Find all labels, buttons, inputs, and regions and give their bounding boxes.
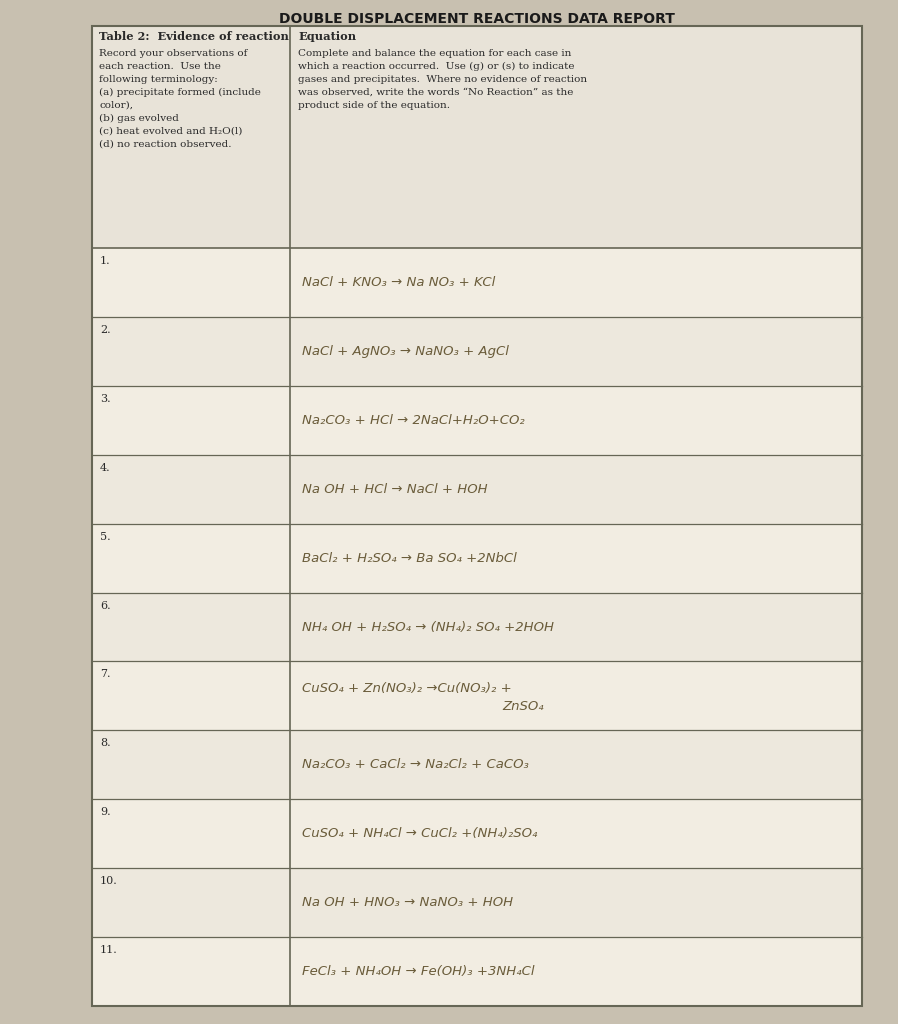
Text: BaCl₂ + H₂SO₄ → Ba SO₄ +2NbCl: BaCl₂ + H₂SO₄ → Ba SO₄ +2NbCl [302,552,516,564]
Text: CuSO₄ + Zn(NO₃)₂ →Cu(NO₃)₂ +: CuSO₄ + Zn(NO₃)₂ →Cu(NO₃)₂ + [302,682,512,695]
Text: Table 2:  Evidence of reaction: Table 2: Evidence of reaction [99,31,289,42]
Text: 10.: 10. [100,877,118,886]
Bar [92,455,862,523]
Text: Na₂CO₃ + CaCl₂ → Na₂Cl₂ + CaCO₃: Na₂CO₃ + CaCl₂ → Na₂Cl₂ + CaCO₃ [302,759,529,771]
Bar [92,386,862,455]
Text: Na OH + HNO₃ → NaNO₃ + HOH: Na OH + HNO₃ → NaNO₃ + HOH [302,896,513,909]
Text: 5.: 5. [100,531,110,542]
Text: Equation: Equation [298,31,357,42]
Text: NaCl + KNO₃ → Na NO₃ + KCl: NaCl + KNO₃ → Na NO₃ + KCl [302,275,496,289]
Bar [92,868,862,937]
Text: 6.: 6. [100,600,110,610]
Text: 1.: 1. [100,256,110,266]
Text: NaCl + AgNO₃ → NaNO₃ + AgCl: NaCl + AgNO₃ → NaNO₃ + AgCl [302,345,509,357]
Text: Na OH + HCl → NaCl + HOH: Na OH + HCl → NaCl + HOH [302,482,488,496]
Text: 4.: 4. [100,463,110,473]
Bar [92,248,862,316]
Text: DOUBLE DISPLACEMENT REACTIONS DATA REPORT: DOUBLE DISPLACEMENT REACTIONS DATA REPOR… [279,12,675,26]
Text: NH₄ OH + H₂SO₄ → (NH₄)₂ SO₄ +2HOH: NH₄ OH + H₂SO₄ → (NH₄)₂ SO₄ +2HOH [302,621,554,634]
Bar [92,316,862,386]
Text: Record your observations of
each reaction.  Use the
following terminology:
(a) p: Record your observations of each reactio… [99,49,261,148]
Text: 9.: 9. [100,807,110,817]
Text: 2.: 2. [100,325,110,335]
Bar [92,593,862,662]
Bar [92,800,862,868]
Text: Complete and balance the equation for each case in
which a reaction occurred.  U: Complete and balance the equation for ea… [298,49,587,110]
Bar [92,937,862,1006]
Text: CuSO₄ + NH₄Cl → CuCl₂ +(NH₄)₂SO₄: CuSO₄ + NH₄Cl → CuCl₂ +(NH₄)₂SO₄ [302,827,537,841]
Text: 7.: 7. [100,670,110,680]
Bar [92,26,862,1006]
Text: 3.: 3. [100,394,110,403]
Bar [92,26,862,248]
Bar [92,730,862,800]
Text: Na₂CO₃ + HCl → 2NaCl+H₂O+CO₂: Na₂CO₃ + HCl → 2NaCl+H₂O+CO₂ [302,414,524,427]
Bar [92,523,862,593]
Text: 11.: 11. [100,945,118,955]
Text: FeCl₃ + NH₄OH → Fe(OH)₃ +3NH₄Cl: FeCl₃ + NH₄OH → Fe(OH)₃ +3NH₄Cl [302,965,534,978]
Text: ZnSO₄: ZnSO₄ [502,700,543,714]
Bar [92,26,862,1006]
Text: 8.: 8. [100,738,110,749]
Bar [92,662,862,730]
